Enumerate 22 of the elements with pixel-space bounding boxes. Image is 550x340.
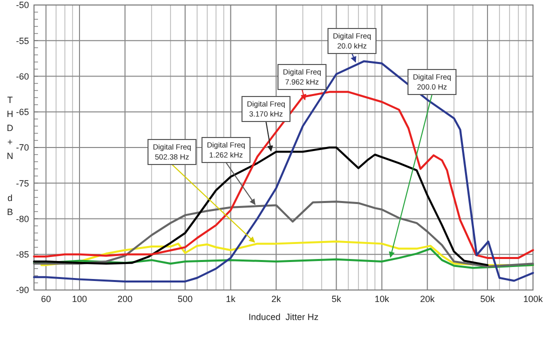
y-tick-label: -70	[16, 142, 29, 153]
x-tick-label: 10k	[374, 294, 390, 304]
x-tick-label: 5k	[332, 294, 342, 304]
x-tick-label: 500	[178, 294, 193, 304]
x-tick-label: 20k	[420, 294, 436, 304]
x-tick-label: 100	[72, 294, 88, 304]
y-tick-label: -60	[16, 71, 29, 82]
y-tick-label: -75	[16, 178, 29, 188]
x-tick-label: 2k	[271, 294, 282, 304]
y-tick-label: -55	[16, 36, 29, 46]
y-tick-label: -85	[16, 250, 29, 260]
y-tick-label: -50	[16, 0, 29, 10]
y-tick-label: -65	[16, 107, 29, 118]
y-tick-label: -90	[16, 285, 29, 296]
x-tick-label: 50k	[480, 294, 496, 304]
x-tick-label: 1k	[226, 294, 236, 304]
y-axis-title: THD+N dB	[5, 95, 15, 221]
x-tick-label: 200	[117, 294, 133, 304]
x-tick-label: 100k	[523, 294, 544, 304]
x-tick-label: 60	[40, 294, 51, 304]
x-axis-title: Induced Jitter Hz	[248, 312, 320, 322]
y-tick-label: -80	[16, 214, 29, 224]
